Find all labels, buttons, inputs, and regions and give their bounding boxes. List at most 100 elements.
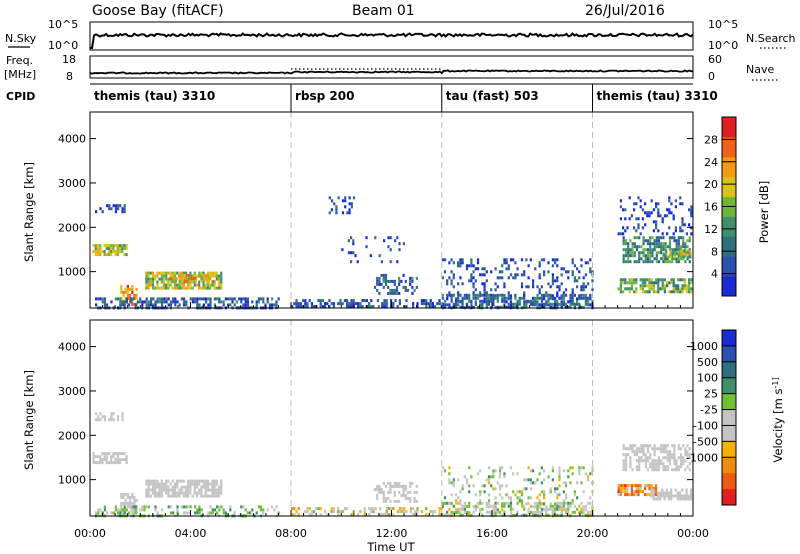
range-cell — [293, 513, 296, 517]
range-cell — [660, 248, 663, 252]
range-cell — [536, 510, 539, 514]
range-cell — [133, 495, 136, 499]
range-cell — [95, 297, 98, 301]
range-cell — [457, 299, 460, 303]
range-cell — [154, 505, 157, 509]
range-cell — [167, 286, 170, 290]
freq-panel: Freq. [MHz] 18 8 60 0 Nave — [4, 53, 779, 83]
range-cell — [665, 488, 668, 492]
range-cell — [211, 491, 214, 495]
range-cell — [479, 469, 482, 473]
range-cell — [116, 452, 119, 456]
range-cell — [275, 303, 278, 307]
range-cell — [641, 278, 644, 282]
range-cell — [465, 302, 469, 306]
range-cell — [523, 300, 526, 304]
range-cell — [346, 305, 349, 309]
range-cell — [459, 513, 462, 517]
range-cell — [509, 296, 513, 300]
range-cell — [182, 491, 185, 495]
range-cell — [431, 510, 434, 514]
range-cell — [675, 459, 678, 463]
range-cell — [117, 204, 120, 208]
range-cell — [425, 302, 428, 306]
range-cell — [627, 260, 630, 264]
range-cell — [193, 491, 196, 495]
range-cell — [378, 487, 381, 491]
range-cell — [92, 458, 95, 462]
range-cell — [665, 491, 668, 495]
range-cell — [680, 252, 683, 256]
range-cell — [169, 274, 172, 278]
range-cell — [156, 274, 159, 278]
range-cell — [507, 496, 510, 500]
range-cell — [567, 475, 570, 479]
range-cell — [582, 282, 585, 286]
range-cell — [376, 288, 379, 292]
range-cell — [131, 510, 134, 514]
range-cell — [463, 475, 466, 479]
range-cell — [516, 490, 519, 494]
range-cell — [644, 257, 647, 261]
range-cell — [624, 229, 627, 233]
range-cell — [313, 305, 316, 309]
range-cell — [246, 511, 249, 515]
range-cell — [649, 462, 652, 466]
range-cell — [393, 493, 396, 497]
range-cell — [532, 285, 535, 289]
range-cell — [630, 287, 633, 291]
range-cell — [220, 283, 223, 287]
colorbar-tick-label: 20 — [704, 178, 718, 191]
freq-label: Freq. — [6, 54, 33, 67]
range-cell — [571, 466, 574, 470]
range-cell — [619, 284, 622, 288]
range-cell — [152, 297, 155, 301]
range-cell — [640, 245, 643, 249]
range-cell — [468, 264, 471, 268]
range-cell — [639, 490, 642, 494]
range-cell — [97, 511, 100, 515]
range-cell — [679, 226, 682, 230]
range-cell — [578, 270, 581, 274]
range-cell — [373, 487, 377, 491]
colorbar-swatch — [722, 409, 736, 426]
range-cell — [262, 300, 265, 304]
range-cell — [629, 251, 632, 255]
range-cell — [472, 270, 475, 274]
range-cell — [378, 279, 381, 283]
range-cell — [134, 511, 137, 515]
colorbar-swatch — [722, 117, 736, 138]
range-cell — [171, 274, 174, 278]
range-cell — [416, 302, 419, 306]
range-cell — [685, 488, 688, 492]
range-cell — [666, 465, 669, 469]
range-cell — [657, 236, 661, 240]
range-cell — [450, 258, 453, 262]
range-cell — [398, 484, 401, 488]
range-cell — [551, 258, 554, 262]
range-cell — [562, 507, 565, 511]
range-cell — [688, 223, 691, 227]
y-tick-label: 4000 — [58, 133, 86, 146]
range-cell — [179, 273, 182, 277]
range-cell — [158, 491, 161, 495]
colorbar-swatch — [722, 330, 736, 347]
range-cell — [505, 305, 508, 309]
range-cell — [558, 478, 561, 482]
range-cell — [370, 299, 373, 303]
range-cell — [158, 277, 161, 281]
range-cell — [635, 493, 638, 497]
range-cell — [685, 497, 688, 501]
range-cell — [95, 210, 98, 214]
range-cell — [443, 270, 447, 274]
range-cell — [291, 305, 294, 309]
range-cell — [141, 300, 144, 304]
range-cell — [441, 501, 444, 505]
range-cell — [328, 211, 331, 215]
range-cell — [297, 305, 300, 309]
range-cell — [133, 293, 136, 297]
range-cell — [624, 484, 627, 488]
range-cell — [101, 458, 104, 462]
range-cell — [487, 466, 491, 470]
range-cell — [204, 283, 207, 287]
